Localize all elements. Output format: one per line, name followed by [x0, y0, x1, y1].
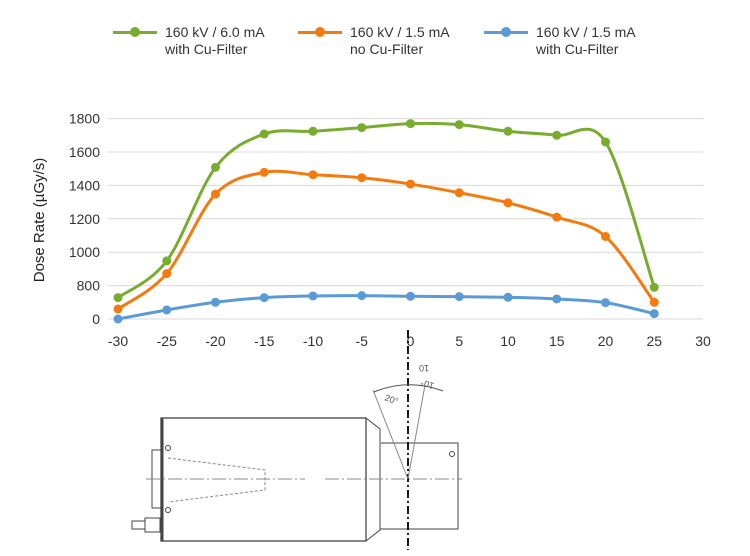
legend-label: 160 kV / 6.0 mA — [165, 24, 265, 40]
data-point — [259, 129, 269, 139]
series-line-1 — [117, 169, 656, 311]
data-point — [113, 304, 123, 314]
data-point — [357, 291, 367, 301]
data-point — [601, 298, 610, 308]
data-point — [113, 293, 123, 303]
legend-marker-green — [113, 24, 157, 38]
y-tick-label: 800 — [77, 278, 101, 294]
data-point — [211, 297, 220, 307]
data-point — [552, 212, 562, 222]
legend-label: 160 kV / 1.5 mA — [536, 24, 636, 40]
y-axis-label: Dose Rate (µGy/s) — [31, 158, 48, 283]
y-tick-label: 1800 — [69, 111, 100, 127]
data-point — [406, 179, 415, 189]
xray-tube-diagram — [131, 330, 462, 550]
data-point — [308, 291, 318, 301]
data-point — [552, 294, 562, 304]
data-point — [308, 126, 318, 136]
x-tick-label: -10 — [303, 333, 323, 349]
legend-marker-orange — [298, 24, 342, 38]
data-point — [113, 314, 123, 324]
data-point — [649, 297, 659, 307]
x-tick-label: -30 — [108, 333, 128, 349]
angle-label-top: 10 — [419, 363, 429, 373]
data-point — [211, 189, 220, 199]
data-point — [406, 119, 415, 129]
data-point — [503, 292, 513, 302]
legend-item-green: 160 kV / 6.0 mA with Cu-Filter — [113, 24, 265, 58]
data-point — [601, 232, 610, 242]
data-point — [454, 188, 464, 198]
legend-sublabel: with Cu-Filter — [536, 41, 619, 57]
x-tick-label: -5 — [356, 333, 369, 349]
legend-item-orange: 160 kV / 1.5 mA no Cu-Filter — [298, 24, 450, 58]
data-point — [357, 123, 367, 133]
data-point — [649, 282, 659, 292]
x-tick-label: 0 — [407, 333, 415, 349]
angle-label-left: 20° — [383, 392, 400, 406]
data-point — [454, 120, 464, 130]
data-point — [259, 293, 269, 303]
data-point — [162, 305, 172, 315]
y-tick-label: 1600 — [69, 144, 100, 160]
legend-item-blue: 160 kV / 1.5 mA with Cu-Filter — [484, 24, 636, 58]
data-point — [406, 291, 415, 301]
data-point — [503, 198, 513, 208]
data-point — [259, 167, 269, 177]
data-point — [552, 130, 562, 140]
y-tick-label: 0 — [92, 311, 100, 327]
legend-sublabel: no Cu-Filter — [350, 41, 424, 57]
data-point — [162, 256, 172, 266]
series-line-0 — [117, 121, 656, 299]
x-tick-label: -15 — [254, 333, 274, 349]
y-tick-label: 1000 — [69, 244, 100, 260]
data-point — [162, 269, 172, 279]
x-tick-label: -25 — [157, 333, 177, 349]
data-point — [601, 137, 610, 147]
x-tick-label: -20 — [205, 333, 225, 349]
legend-sublabel: with Cu-Filter — [165, 41, 248, 57]
angle-label-right: 10° — [419, 377, 436, 391]
data-point — [308, 170, 318, 180]
legend-marker-blue — [484, 24, 528, 38]
data-point — [649, 309, 659, 319]
legend-label: 160 kV / 1.5 mA — [350, 24, 450, 40]
data-point — [454, 292, 464, 302]
data-point — [357, 173, 367, 183]
y-tick-label: 1200 — [69, 211, 100, 227]
data-point — [211, 162, 220, 172]
x-tick-label: 30 — [695, 333, 711, 349]
x-tick-label: 15 — [549, 333, 565, 349]
x-tick-label: 5 — [455, 333, 463, 349]
data-point — [503, 126, 513, 136]
series-line-2 — [117, 294, 655, 321]
y-tick-label: 1400 — [69, 177, 100, 193]
x-tick-label: 10 — [500, 333, 516, 349]
x-tick-label: 25 — [646, 333, 662, 349]
x-tick-label: 20 — [598, 333, 614, 349]
